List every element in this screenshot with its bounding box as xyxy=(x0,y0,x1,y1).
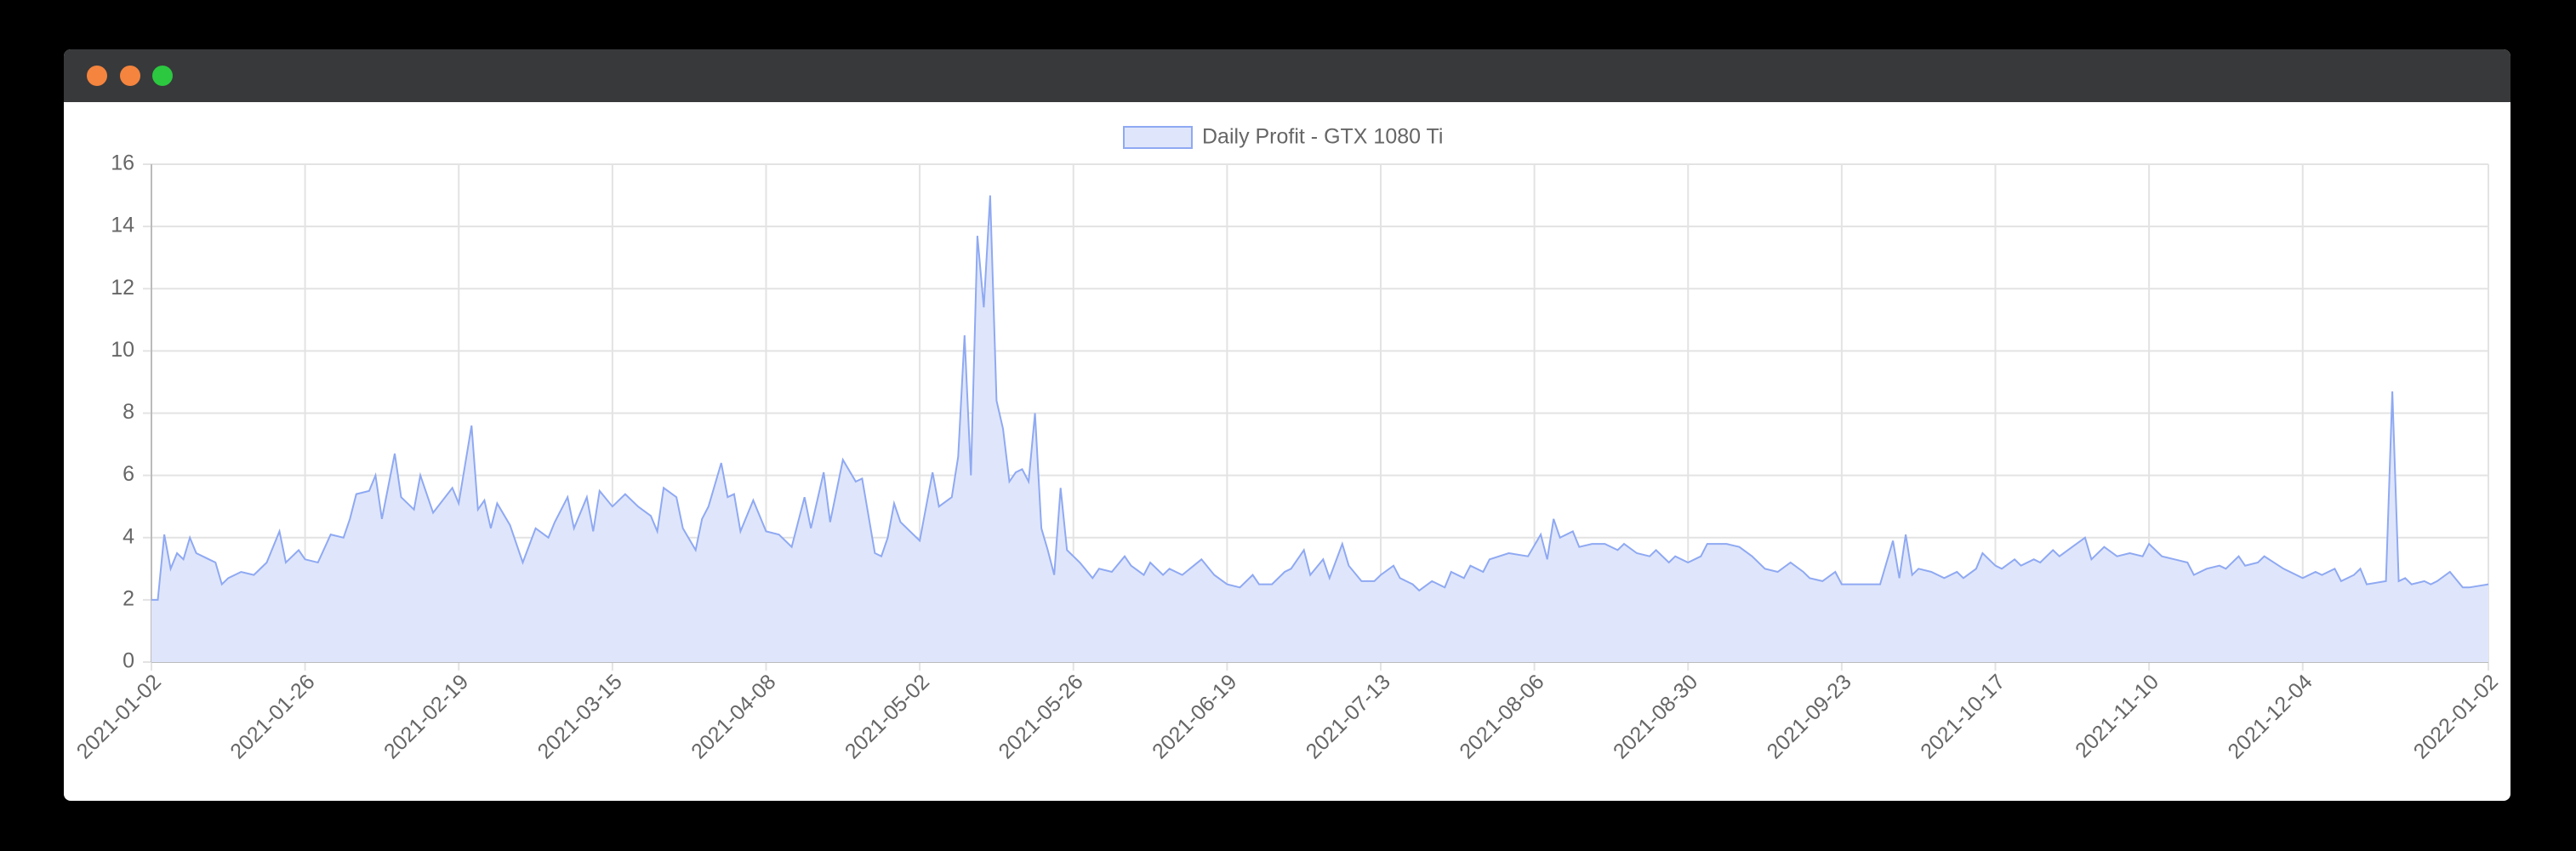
title-bar xyxy=(64,49,2510,102)
legend-swatch xyxy=(1123,126,1193,149)
y-tick-label: 0 xyxy=(123,649,134,673)
x-tick-label: 2021-09-23 xyxy=(1763,670,1856,763)
x-tick-label: 2022-01-02 xyxy=(2409,670,2503,763)
maximize-button[interactable] xyxy=(152,66,173,86)
x-tick-label: 2021-10-17 xyxy=(1916,670,2009,763)
x-tick-label: 2021-08-30 xyxy=(1609,670,1702,763)
y-tick-label: 6 xyxy=(123,462,134,486)
close-button[interactable] xyxy=(87,66,107,86)
x-tick-label: 2021-07-13 xyxy=(1302,670,1395,763)
x-tick-label: 2021-01-26 xyxy=(225,670,319,763)
y-tick-label: 16 xyxy=(111,151,134,175)
y-tick-label: 2 xyxy=(123,586,134,610)
legend-label: Daily Profit - GTX 1080 Ti xyxy=(1202,125,1443,149)
x-tick-label: 2021-06-19 xyxy=(1148,670,1241,763)
y-tick-label: 10 xyxy=(111,338,134,362)
area-fill xyxy=(151,195,2488,663)
x-tick-label: 2021-03-15 xyxy=(533,670,627,763)
x-tick-label: 2021-02-19 xyxy=(379,670,473,763)
x-tick-label: 2021-12-04 xyxy=(2223,670,2317,763)
x-tick-label: 2021-04-08 xyxy=(687,670,780,763)
x-tick-label: 2021-05-26 xyxy=(994,670,1087,763)
x-tick-label: 2021-08-06 xyxy=(1455,670,1548,763)
y-tick-label: 14 xyxy=(111,214,134,237)
y-tick-label: 8 xyxy=(123,400,134,424)
x-tick-label: 2021-11-10 xyxy=(2071,670,2163,762)
minimize-button[interactable] xyxy=(120,66,140,86)
x-tick-label: 2021-01-02 xyxy=(72,670,166,763)
x-tick-label: 2021-05-02 xyxy=(841,670,934,763)
window xyxy=(64,49,2510,801)
line xyxy=(151,195,2489,601)
y-tick-label: 4 xyxy=(123,524,134,548)
y-tick-label: 12 xyxy=(111,276,134,300)
